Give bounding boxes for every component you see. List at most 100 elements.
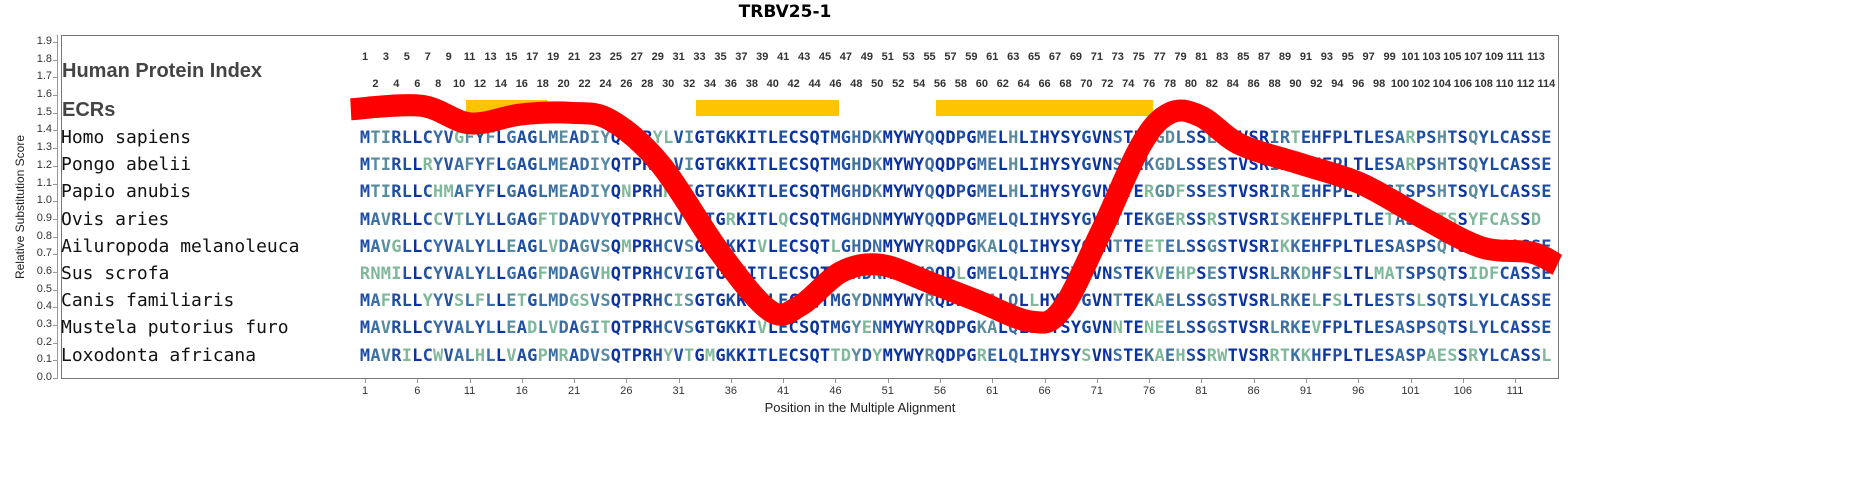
residue: M [548, 291, 559, 312]
residue: R [1279, 318, 1291, 339]
residue: Y [600, 209, 611, 230]
human-protein-index-number: 108 [1474, 78, 1493, 90]
residue: V [589, 209, 601, 230]
residue: L [1541, 345, 1552, 366]
residue: Y [1478, 128, 1489, 148]
residue: K [976, 236, 987, 257]
residue: E [558, 128, 569, 148]
residue: A [1509, 291, 1521, 312]
residue: G [579, 318, 590, 339]
residue: D [945, 345, 956, 366]
x-tick-mark [1149, 379, 1151, 383]
residue: L [495, 209, 507, 230]
human-protein-index-number: 2 [372, 78, 379, 90]
residue: T [1447, 128, 1458, 148]
residue: Y [893, 236, 904, 257]
residue: K [725, 291, 737, 312]
residue: E [1374, 291, 1385, 312]
residue: V [673, 128, 684, 148]
human-protein-index-number: 103 [1422, 51, 1441, 63]
residue: H [1311, 345, 1322, 366]
residue: C [663, 209, 674, 230]
y-tick-label: 1.8 [36, 52, 52, 65]
residue: Y [433, 236, 444, 257]
residue: T [704, 291, 716, 312]
residue: Q [809, 209, 820, 230]
residue: G [715, 264, 726, 284]
residue: R [391, 291, 402, 312]
residue: F [1321, 236, 1332, 257]
y-tick-mark [53, 324, 57, 326]
residue: C [1499, 128, 1510, 148]
residue: R [1259, 291, 1270, 312]
human-protein-index-number: 8 [435, 78, 442, 90]
residue: E [1300, 318, 1312, 339]
residue: T [1123, 318, 1134, 339]
human-protein-index-number: 40 [766, 78, 779, 90]
human-protein-index-number: 59 [965, 51, 978, 63]
x-tick-label: 66 [1038, 385, 1051, 397]
residue: V [443, 264, 454, 284]
residue: L [1489, 155, 1500, 176]
residue: F [464, 128, 475, 148]
y-tick-mark [53, 183, 57, 185]
residue: Q [809, 182, 820, 203]
residue: E [778, 345, 789, 366]
residue: Q [1436, 318, 1447, 339]
residue: G [527, 236, 538, 257]
y-tick-mark [53, 271, 57, 273]
residue: M [548, 345, 559, 366]
residue: C [788, 236, 799, 257]
human-protein-index-number: 47 [839, 51, 853, 63]
residue: L [1489, 318, 1500, 339]
residue: V [1091, 128, 1102, 148]
human-protein-index-number: 105 [1443, 51, 1462, 63]
residue: G [1154, 155, 1165, 176]
residue: Q [934, 264, 946, 284]
residue: E [987, 264, 998, 284]
residue: Q [924, 155, 935, 176]
human-protein-index-number: 32 [682, 78, 696, 90]
residue: K [872, 155, 883, 176]
residue: A [370, 291, 381, 312]
species-name: Sus scrofa [61, 263, 170, 284]
human-protein-index-number: 54 [912, 78, 926, 90]
x-tick-mark [1305, 379, 1307, 383]
residue: K [1279, 236, 1291, 257]
residue: S [1248, 318, 1259, 339]
residue: P [1185, 264, 1197, 284]
residue: T [757, 209, 768, 230]
residue: L [1468, 291, 1479, 312]
x-tick-mark [469, 379, 471, 383]
human-protein-index-number: 1 [361, 51, 369, 63]
residue: L [767, 128, 778, 148]
residue: G [1154, 209, 1165, 230]
residue: R [1259, 128, 1270, 148]
residue: T [1353, 128, 1364, 148]
residue: T [704, 182, 716, 203]
residue: V [443, 236, 454, 257]
residue: T [1227, 291, 1238, 312]
residue: V [443, 318, 454, 339]
residue: D [1300, 264, 1312, 284]
residue: L [1018, 291, 1029, 312]
residue: G [527, 182, 538, 203]
residue: Q [934, 318, 946, 339]
residue: E [1300, 236, 1312, 257]
residue: P [955, 128, 967, 148]
residue: C [1489, 209, 1500, 230]
residue: Y [1070, 318, 1082, 339]
residue: H [652, 345, 663, 366]
residue: S [1248, 209, 1259, 230]
residue: S [1530, 155, 1542, 176]
human-protein-index-number: 113 [1527, 51, 1545, 63]
residue: L [1269, 264, 1280, 284]
human-protein-index-number: 83 [1216, 51, 1229, 63]
residue: R [1175, 209, 1186, 230]
residue: H [1175, 264, 1186, 284]
residue: T [621, 318, 632, 339]
residue: S [1457, 264, 1468, 284]
residue: L [1468, 318, 1479, 339]
residue: E [1374, 209, 1385, 230]
residue: Q [1008, 291, 1019, 312]
